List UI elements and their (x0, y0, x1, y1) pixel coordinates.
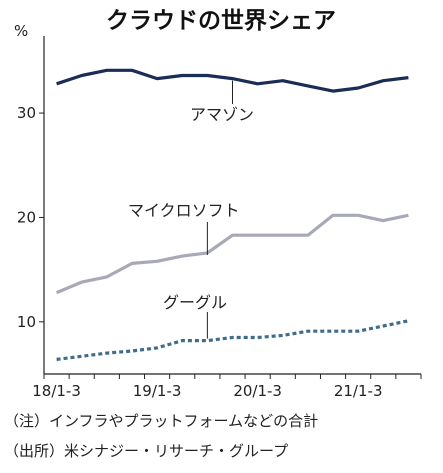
chart-title: クラウドの世界シェア (106, 8, 336, 34)
x-tick-label: 21/1-3 (334, 382, 383, 400)
x-tick-label: 19/1-3 (133, 382, 182, 400)
series-lines (55, 68, 409, 361)
series-line-amazon (56, 68, 409, 93)
series-line-google (56, 319, 409, 361)
y-axis-unit: % (14, 22, 28, 40)
x-tick-label: 18/1-3 (32, 382, 81, 400)
axes: 10 20 30 18/1-3 19/1-3 20/1-3 21/1-3 (17, 36, 422, 400)
y-tick-label: 10 (17, 313, 36, 331)
footnote: （注）インフラやプラットフォームなどの合計 (4, 412, 319, 430)
x-tick-label: 20/1-3 (233, 382, 282, 400)
series-label-amazon: アマゾン (190, 105, 254, 124)
y-tick-label: 20 (17, 208, 36, 226)
series-label-microsoft: マイクロソフト (128, 201, 240, 220)
series-line-microsoft (55, 213, 409, 295)
chart: クラウドの世界シェア % 10 20 30 18/1-3 19/1-3 20/1-3 21/… (14, 8, 422, 400)
source-note: （出所）米シナジー・リサーチ・グループ (4, 442, 289, 460)
series-label-google: グーグル (163, 293, 227, 312)
y-tick-label: 30 (17, 104, 36, 122)
